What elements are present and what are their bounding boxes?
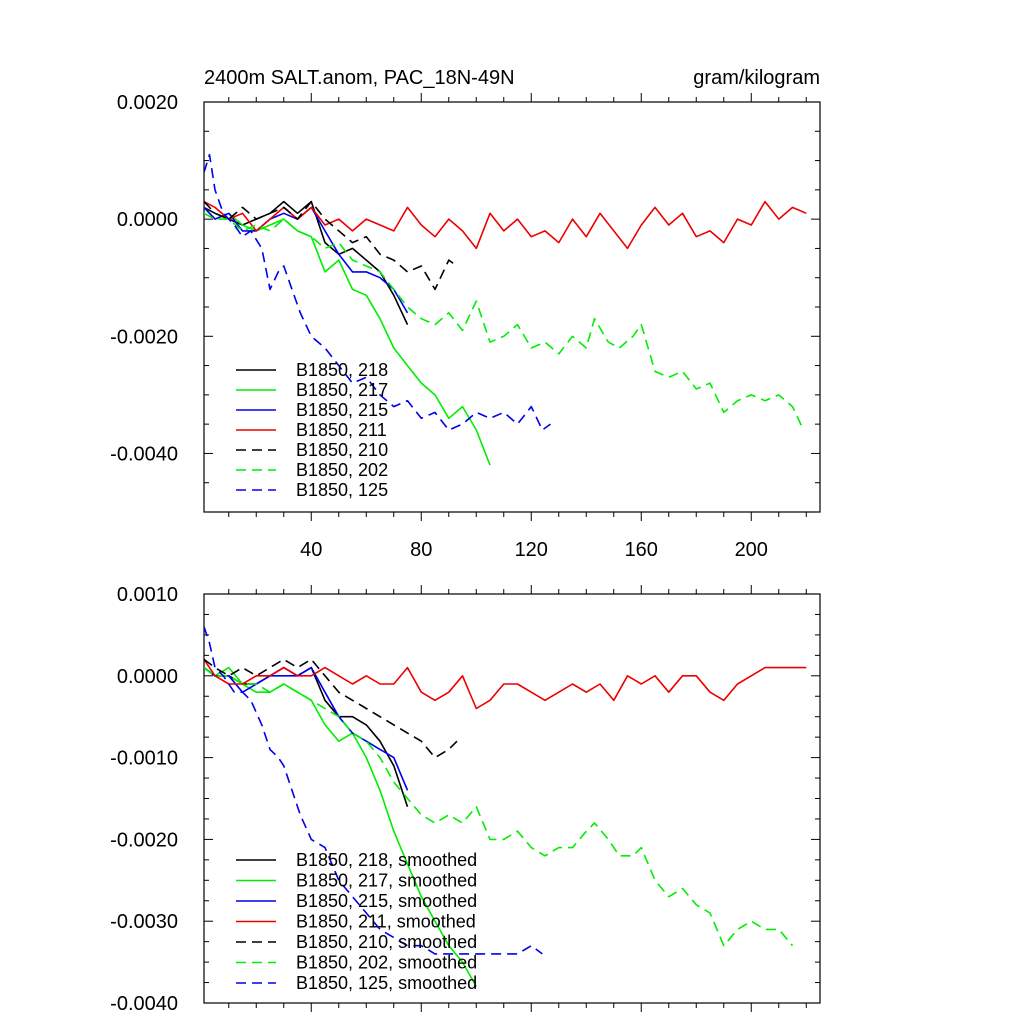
y-tick-label: -0.0020	[110, 326, 178, 348]
x-tick-label: 200	[735, 539, 768, 561]
legend-label: B1850, 125, smoothed	[296, 973, 477, 993]
legend-label: B1850, 215	[296, 400, 388, 420]
legend-label: B1850, 218, smoothed	[296, 850, 477, 870]
y-tick-label: -0.0020	[110, 829, 178, 851]
legend-label: B1850, 217, smoothed	[296, 871, 477, 891]
x-tick-label: 80	[410, 539, 432, 561]
series-line	[204, 666, 409, 791]
series-line	[204, 200, 807, 250]
series-line	[204, 666, 409, 807]
y-tick-label: -0.0010	[110, 748, 178, 770]
legend-label: B1850, 210	[296, 440, 388, 460]
y-tick-label: -0.0040	[110, 993, 178, 1015]
legend-label: B1850, 211, smoothed	[296, 912, 476, 932]
series-line	[204, 658, 807, 710]
series-line	[204, 153, 551, 431]
x-tick-label: 120	[515, 539, 548, 561]
series-line	[204, 666, 477, 987]
legend-label: B1850, 215, smoothed	[296, 891, 477, 911]
series-line	[204, 658, 458, 759]
legend-label: B1850, 202, smoothed	[296, 953, 477, 973]
y-tick-label: -0.0030	[110, 911, 178, 933]
y-tick-label: 0.0000	[117, 666, 178, 688]
chart-title-left: 2400m SALT.anom, PAC_18N-49N	[204, 67, 515, 89]
legend-label: B1850, 217	[296, 380, 388, 400]
chart-units-label: gram/kilogram	[693, 67, 820, 89]
series-line	[204, 626, 543, 955]
legend-label: B1850, 202	[296, 460, 388, 480]
y-tick-label: 0.0000	[117, 209, 178, 231]
legend-label: B1850, 210, smoothed	[296, 932, 477, 952]
y-tick-label: -0.0040	[110, 443, 178, 465]
panel-smoothed: 0.0010 0.0000 -0.0010 -0.0020 -0.0030 -0.0040…	[110, 584, 821, 1015]
y-tick-label: 0.0010	[117, 584, 178, 606]
series-line	[204, 212, 805, 431]
x-tick-label: 40	[300, 539, 322, 561]
legend-label: B1850, 218	[296, 360, 388, 380]
series-line	[204, 666, 794, 947]
x-tick-label: 160	[625, 539, 658, 561]
y-tick-label: 0.0020	[117, 92, 178, 114]
legend-label: B1850, 211	[296, 420, 387, 440]
series-line	[204, 200, 458, 291]
panel-raw: 0.0020 0.0000 -0.0020 -0.0040 40 80 120 160 200 2…	[110, 67, 821, 561]
legend-label: B1850, 125	[296, 480, 388, 500]
